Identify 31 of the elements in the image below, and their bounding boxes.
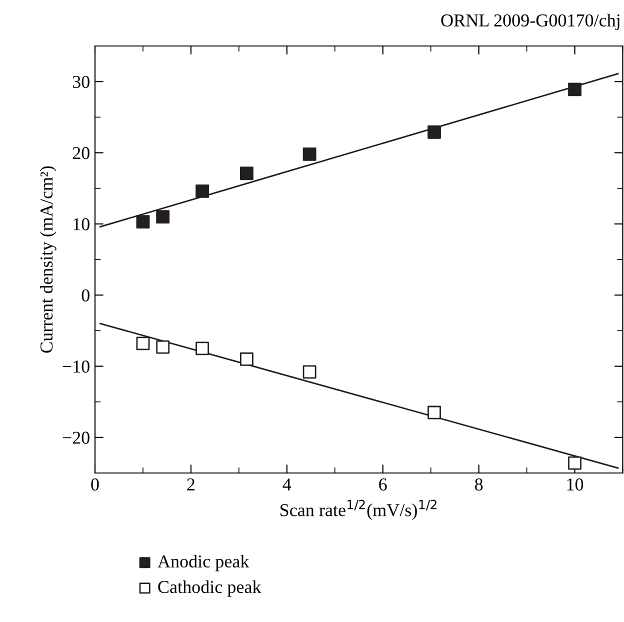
point [240,352,254,366]
point [196,342,209,356]
text: ORNL 2009-G00170/chj [441,14,620,30]
point [196,184,209,198]
point [302,147,316,161]
point [302,365,316,379]
y-tick-label: 0 [82,289,90,302]
point [156,210,170,224]
x-axis-title: Scan rate$^{1/2}$(mV/s)$^{1/2}$ [280,500,436,520]
x-tick-label: 0 [91,478,99,491]
point [156,340,170,354]
point [240,166,254,180]
y-tick-label: −20 [62,432,90,444]
x-tick-label: 10 [567,478,584,491]
point [136,215,150,228]
x-tick-label: 6 [379,478,387,491]
x-tick-label: 2 [187,478,194,490]
y-tick-label: 30 [72,76,90,88]
y-tick-label: 20 [72,147,90,160]
point [568,456,582,470]
point [568,82,582,96]
y-axis-title: Current density (mA/cm²) [40,166,56,353]
x-tick-label: 8 [474,478,483,491]
point [136,336,150,350]
x-tick-label: 4 [282,478,292,490]
y-tick-label: −10 [62,360,90,373]
point [428,406,441,420]
y-tick-label: 10 [74,218,90,230]
legend-label: Anodic peak [158,554,250,572]
legend-label: Cathodic peak [158,580,262,597]
point [428,125,441,139]
